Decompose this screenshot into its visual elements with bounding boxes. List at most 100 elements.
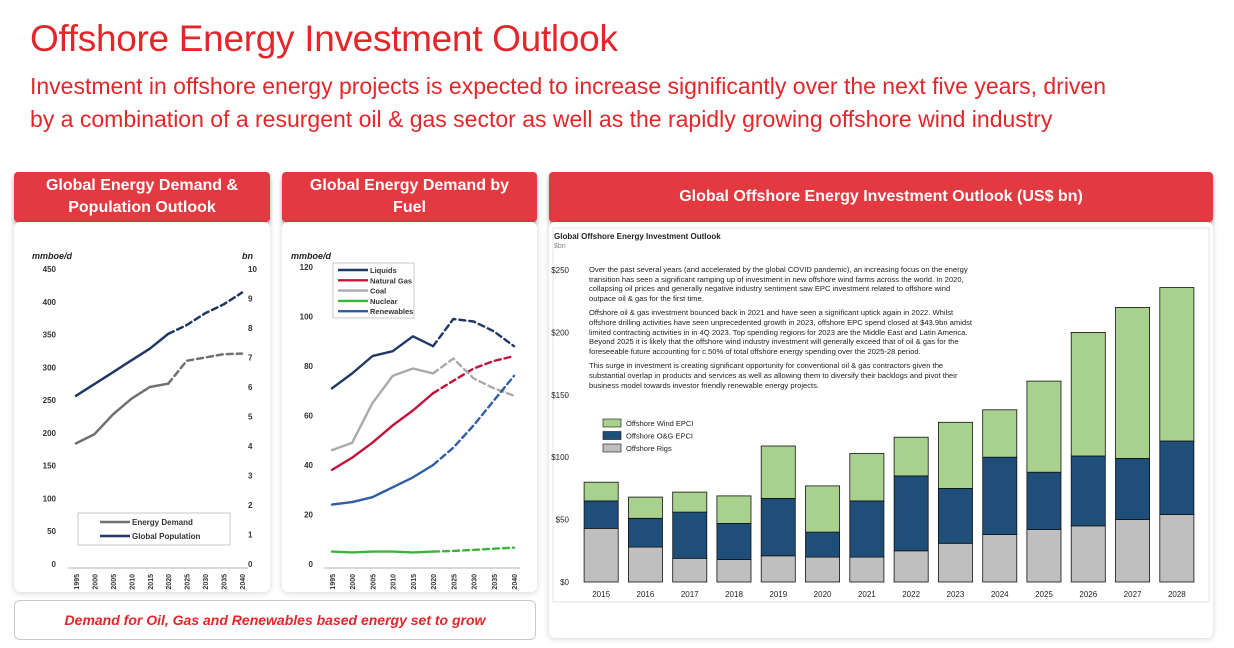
footer-text: Demand for Oil, Gas and Renewables based…: [64, 612, 486, 628]
chart-energy-population: mmboe/d bn 0 50 100 150 200 250 300 350 400 450 0 1 2 3…: [32, 251, 257, 590]
bar-segment-offshore-rigs: [849, 556, 885, 583]
y-axis-label-left: mmboe/d: [32, 251, 73, 261]
x-tick-label: 1995: [330, 574, 337, 590]
y-tick-label-right: 8: [248, 324, 253, 333]
series-line-liquids-projected: [431, 317, 516, 348]
y-tick-label: 60: [304, 412, 313, 421]
bar-segment-offshore-o-g-epci: [893, 475, 929, 552]
x-tick-label: 2020: [431, 574, 438, 590]
bar-segment-offshore-rigs: [982, 534, 1018, 583]
bar-segment-offshore-rigs: [716, 559, 752, 583]
series-line-energy-demand-projected: [166, 352, 244, 385]
x-tick-label: 2025: [1035, 590, 1053, 599]
x-tick-label: 2023: [947, 590, 965, 599]
legend-label: Offshore Rigs: [626, 444, 672, 453]
series-line-nuclear-historical: [330, 550, 435, 554]
bar-segment-offshore-o-g-epci: [982, 456, 1018, 535]
bar-segment-offshore-rigs: [1070, 525, 1106, 583]
chart-offshore-investment: Global Offshore Energy Investment Outloo…: [551, 227, 1210, 603]
y-tick-label-left: 350: [43, 331, 57, 340]
bar-segment-offshore-wind-epci: [849, 453, 885, 502]
y-tick-label-left: 400: [43, 298, 57, 307]
legend-label: Global Population: [132, 532, 201, 541]
legend-label: Liquids: [370, 266, 397, 275]
x-tick-label: 2026: [1079, 590, 1097, 599]
x-tick-label: 2040: [240, 574, 247, 590]
commentary-paragraph: This surge in investment is creating sig…: [589, 361, 958, 390]
y-axis-label: mmboe/d: [291, 251, 332, 261]
legend-label: Renewables: [370, 307, 413, 316]
y-tick-label: 0: [309, 560, 314, 569]
bar-segment-offshore-wind-epci: [760, 445, 796, 499]
y-tick-label: $50: [556, 516, 570, 525]
y-tick-label: $0: [560, 578, 569, 587]
y-tick-label-left: 100: [43, 494, 57, 503]
y-tick-label-right: 4: [248, 442, 253, 451]
y-tick-label-right: 2: [248, 501, 253, 510]
x-tick-label: 2035: [492, 574, 499, 590]
bar-segment-offshore-o-g-epci: [628, 517, 663, 548]
bar-segment-offshore-wind-epci: [937, 421, 973, 489]
bar-segment-offshore-o-g-epci: [805, 531, 840, 558]
page-title: Offshore Energy Investment Outlook: [30, 18, 618, 59]
page-subtitle: Investment in offshore energy projects i…: [30, 73, 1107, 132]
y-tick-label-right: 6: [248, 383, 253, 392]
x-tick-label: 2019: [769, 590, 787, 599]
x-tick-label: 2015: [148, 574, 155, 590]
series-line-liquids-historical: [330, 335, 435, 390]
bar-segment-offshore-wind-epci: [1115, 307, 1150, 459]
y-tick-label-left: 250: [43, 396, 57, 405]
y-tick-label: 20: [304, 511, 313, 520]
series-line-renewables-historical: [330, 463, 435, 506]
x-tick-label: 2000: [92, 574, 99, 590]
series-line-nuclear-projected: [431, 546, 516, 553]
x-tick-label: 2000: [350, 574, 357, 590]
commentary-paragraph: Offshore oil & gas investment bounced ba…: [589, 308, 973, 356]
y-tick-label-right: 5: [248, 413, 253, 422]
y-tick-label: 40: [304, 461, 313, 470]
y-tick-label: 120: [300, 263, 314, 272]
series-line-coal-historical: [330, 367, 435, 452]
bar-segment-offshore-o-g-epci: [937, 487, 973, 544]
x-tick-label: 2024: [991, 590, 1009, 599]
bar-segment-offshore-rigs: [1026, 529, 1062, 583]
series-line-natural-gas-projected: [431, 354, 516, 395]
legend-label: Offshore O&G EPCI: [626, 432, 693, 441]
bar-segment-offshore-wind-epci: [672, 491, 708, 513]
bar-segment-offshore-rigs: [1115, 519, 1150, 583]
x-tick-label: 2005: [111, 574, 118, 590]
x-tick-label: 1995: [74, 574, 81, 590]
bar-segment-offshore-wind-epci: [1070, 332, 1106, 457]
bar-segment-offshore-rigs: [893, 550, 929, 583]
x-tick-label: 2017: [681, 590, 699, 599]
bar-segment-offshore-rigs: [805, 556, 840, 583]
y-tick-label-left: 200: [43, 429, 57, 438]
x-tick-label: 2015: [592, 590, 610, 599]
y-tick-label-left: 50: [47, 527, 56, 536]
bar-segment-offshore-wind-epci: [1159, 287, 1195, 442]
x-tick-label: 2025: [451, 574, 458, 590]
footer-callout: Demand for Oil, Gas and Renewables based…: [14, 600, 536, 640]
x-tick-label: 2030: [203, 574, 210, 590]
commentary-paragraph: Over the past several years (and acceler…: [589, 265, 968, 303]
y-tick-label-right: 1: [248, 531, 253, 540]
y-tick-label-left: 0: [52, 560, 57, 569]
y-tick-label-right: 9: [248, 295, 253, 304]
x-tick-label: 2040: [512, 574, 519, 590]
y-tick-label-left: 150: [43, 462, 57, 471]
panel2-title: Global Energy Demand by Fuel: [309, 177, 510, 216]
bar-segment-offshore-o-g-epci: [583, 500, 619, 529]
x-tick-label: 2016: [637, 590, 655, 599]
y-tick-label: $100: [551, 453, 569, 462]
y-tick-label-right: 3: [248, 472, 253, 481]
panel2-header: Global Energy Demand by Fuel: [282, 172, 537, 222]
series-line-energy-demand-historical: [74, 382, 170, 445]
x-tick-label: 2018: [725, 590, 743, 599]
chart-title: Global Offshore Energy Investment Outloo…: [554, 232, 721, 241]
legend-label: Coal: [370, 287, 386, 296]
x-tick-label: 2027: [1124, 590, 1142, 599]
y-tick-label: $250: [551, 266, 569, 275]
y-tick-label-right: 10: [248, 265, 257, 274]
panel3-header: Global Offshore Energy Investment Outloo…: [549, 172, 1213, 222]
